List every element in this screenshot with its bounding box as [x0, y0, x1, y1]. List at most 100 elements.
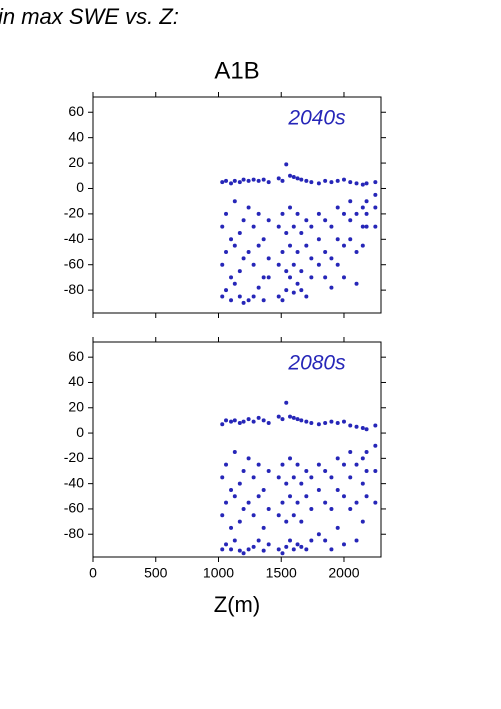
point: [261, 177, 266, 182]
point: [288, 494, 293, 499]
point: [251, 262, 256, 267]
point: [246, 298, 251, 303]
point: [295, 462, 300, 467]
point: [261, 525, 266, 530]
point: [341, 177, 346, 182]
point: [354, 281, 359, 286]
point: [276, 176, 281, 181]
point: [373, 224, 378, 229]
point: [232, 494, 237, 499]
point: [295, 176, 300, 181]
y-tick-label: 40: [68, 373, 84, 389]
point: [329, 506, 334, 511]
y-tick-label: 40: [68, 128, 84, 144]
y-tick-label: -40: [64, 474, 84, 490]
point: [316, 487, 321, 492]
point: [237, 230, 242, 235]
point: [241, 218, 246, 223]
point: [304, 469, 309, 473]
point: [291, 415, 296, 420]
point: [288, 456, 293, 461]
x-tick-label: 500: [144, 565, 168, 581]
point: [229, 525, 234, 530]
point: [348, 199, 353, 204]
point: [220, 547, 225, 552]
point: [360, 205, 365, 210]
point: [299, 269, 304, 274]
point: [276, 224, 281, 229]
y-tick-label: 0: [76, 424, 84, 440]
point: [232, 450, 237, 455]
y-tick-label: -20: [64, 449, 84, 465]
point: [304, 419, 309, 424]
point: [348, 506, 353, 511]
point: [354, 250, 359, 255]
point: [295, 417, 300, 422]
point: [316, 462, 321, 467]
point: [348, 475, 353, 480]
point: [280, 462, 285, 467]
point: [354, 500, 359, 505]
point: [323, 420, 328, 425]
point: [295, 500, 300, 505]
point: [284, 269, 289, 274]
point: [266, 469, 271, 473]
point: [241, 551, 246, 556]
x-tick-label: 1000: [203, 565, 234, 581]
point: [309, 256, 314, 261]
point: [335, 262, 340, 267]
point: [288, 173, 293, 178]
point: [232, 199, 237, 204]
point: [335, 205, 340, 210]
point: [329, 419, 334, 424]
point: [229, 181, 234, 186]
point: [299, 230, 304, 235]
point: [348, 423, 353, 428]
y-tick-label: -60: [64, 500, 84, 516]
point: [309, 224, 314, 229]
point: [256, 494, 261, 499]
point: [224, 288, 229, 293]
point: [341, 462, 346, 467]
point: [266, 275, 271, 280]
point: [299, 519, 304, 524]
point: [348, 218, 353, 223]
point: [329, 180, 334, 185]
point: [229, 237, 234, 242]
point: [309, 538, 314, 543]
point: [251, 224, 256, 229]
y-tick-label: 20: [68, 398, 84, 414]
point: [373, 192, 378, 197]
point: [323, 218, 328, 223]
point: [224, 418, 229, 423]
point: [288, 538, 293, 543]
point: [295, 211, 300, 216]
point: [261, 487, 266, 492]
point: [276, 262, 281, 267]
point: [220, 422, 225, 427]
point: [373, 500, 378, 505]
point: [364, 211, 369, 216]
point: [354, 211, 359, 216]
point: [316, 422, 321, 427]
point: [316, 181, 321, 186]
chart-title: A1B: [214, 57, 259, 84]
point: [241, 506, 246, 511]
point: [341, 494, 346, 499]
point: [266, 180, 271, 185]
point: [284, 519, 289, 524]
point: [256, 285, 261, 290]
point: [266, 256, 271, 261]
point: [241, 300, 246, 305]
point: [237, 180, 242, 185]
point: [323, 469, 328, 473]
point: [246, 547, 251, 552]
y-tick-label: -80: [64, 525, 84, 541]
point: [280, 500, 285, 505]
annotation: 2080s: [287, 352, 346, 375]
plot-frame: [92, 96, 382, 314]
point: [224, 211, 229, 216]
point: [280, 298, 285, 303]
point: [348, 450, 353, 455]
point: [241, 177, 246, 182]
